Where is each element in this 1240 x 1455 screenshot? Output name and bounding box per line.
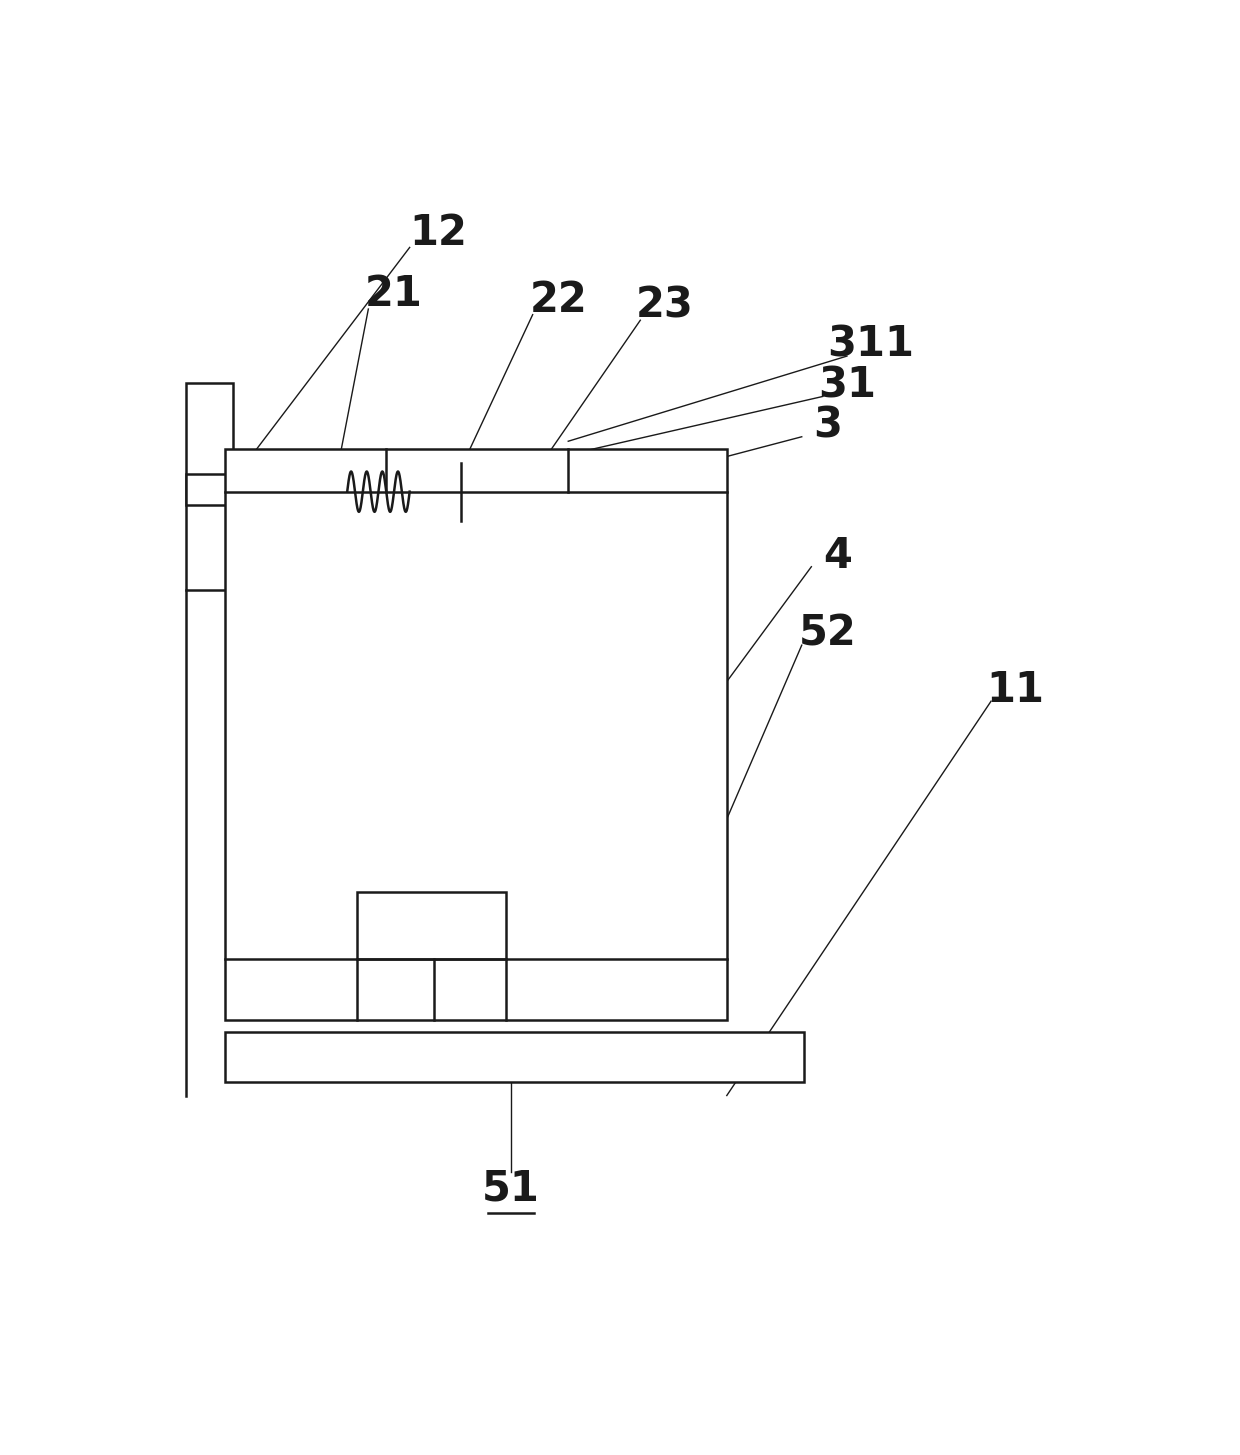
Text: 23: 23 xyxy=(635,285,693,327)
Text: 3: 3 xyxy=(813,404,842,447)
Text: 12: 12 xyxy=(409,212,467,253)
Bar xyxy=(226,1032,804,1083)
Text: 311: 311 xyxy=(827,324,914,365)
Text: 11: 11 xyxy=(986,669,1044,711)
Bar xyxy=(186,474,347,505)
Text: 22: 22 xyxy=(529,279,588,322)
Bar xyxy=(186,383,233,591)
Text: 21: 21 xyxy=(365,274,423,316)
Text: 31: 31 xyxy=(818,364,875,406)
Bar xyxy=(357,892,506,959)
Text: 52: 52 xyxy=(799,613,857,655)
Bar xyxy=(409,463,534,521)
Text: 51: 51 xyxy=(481,1167,539,1209)
Bar xyxy=(226,450,727,1020)
Text: 4: 4 xyxy=(823,534,852,576)
